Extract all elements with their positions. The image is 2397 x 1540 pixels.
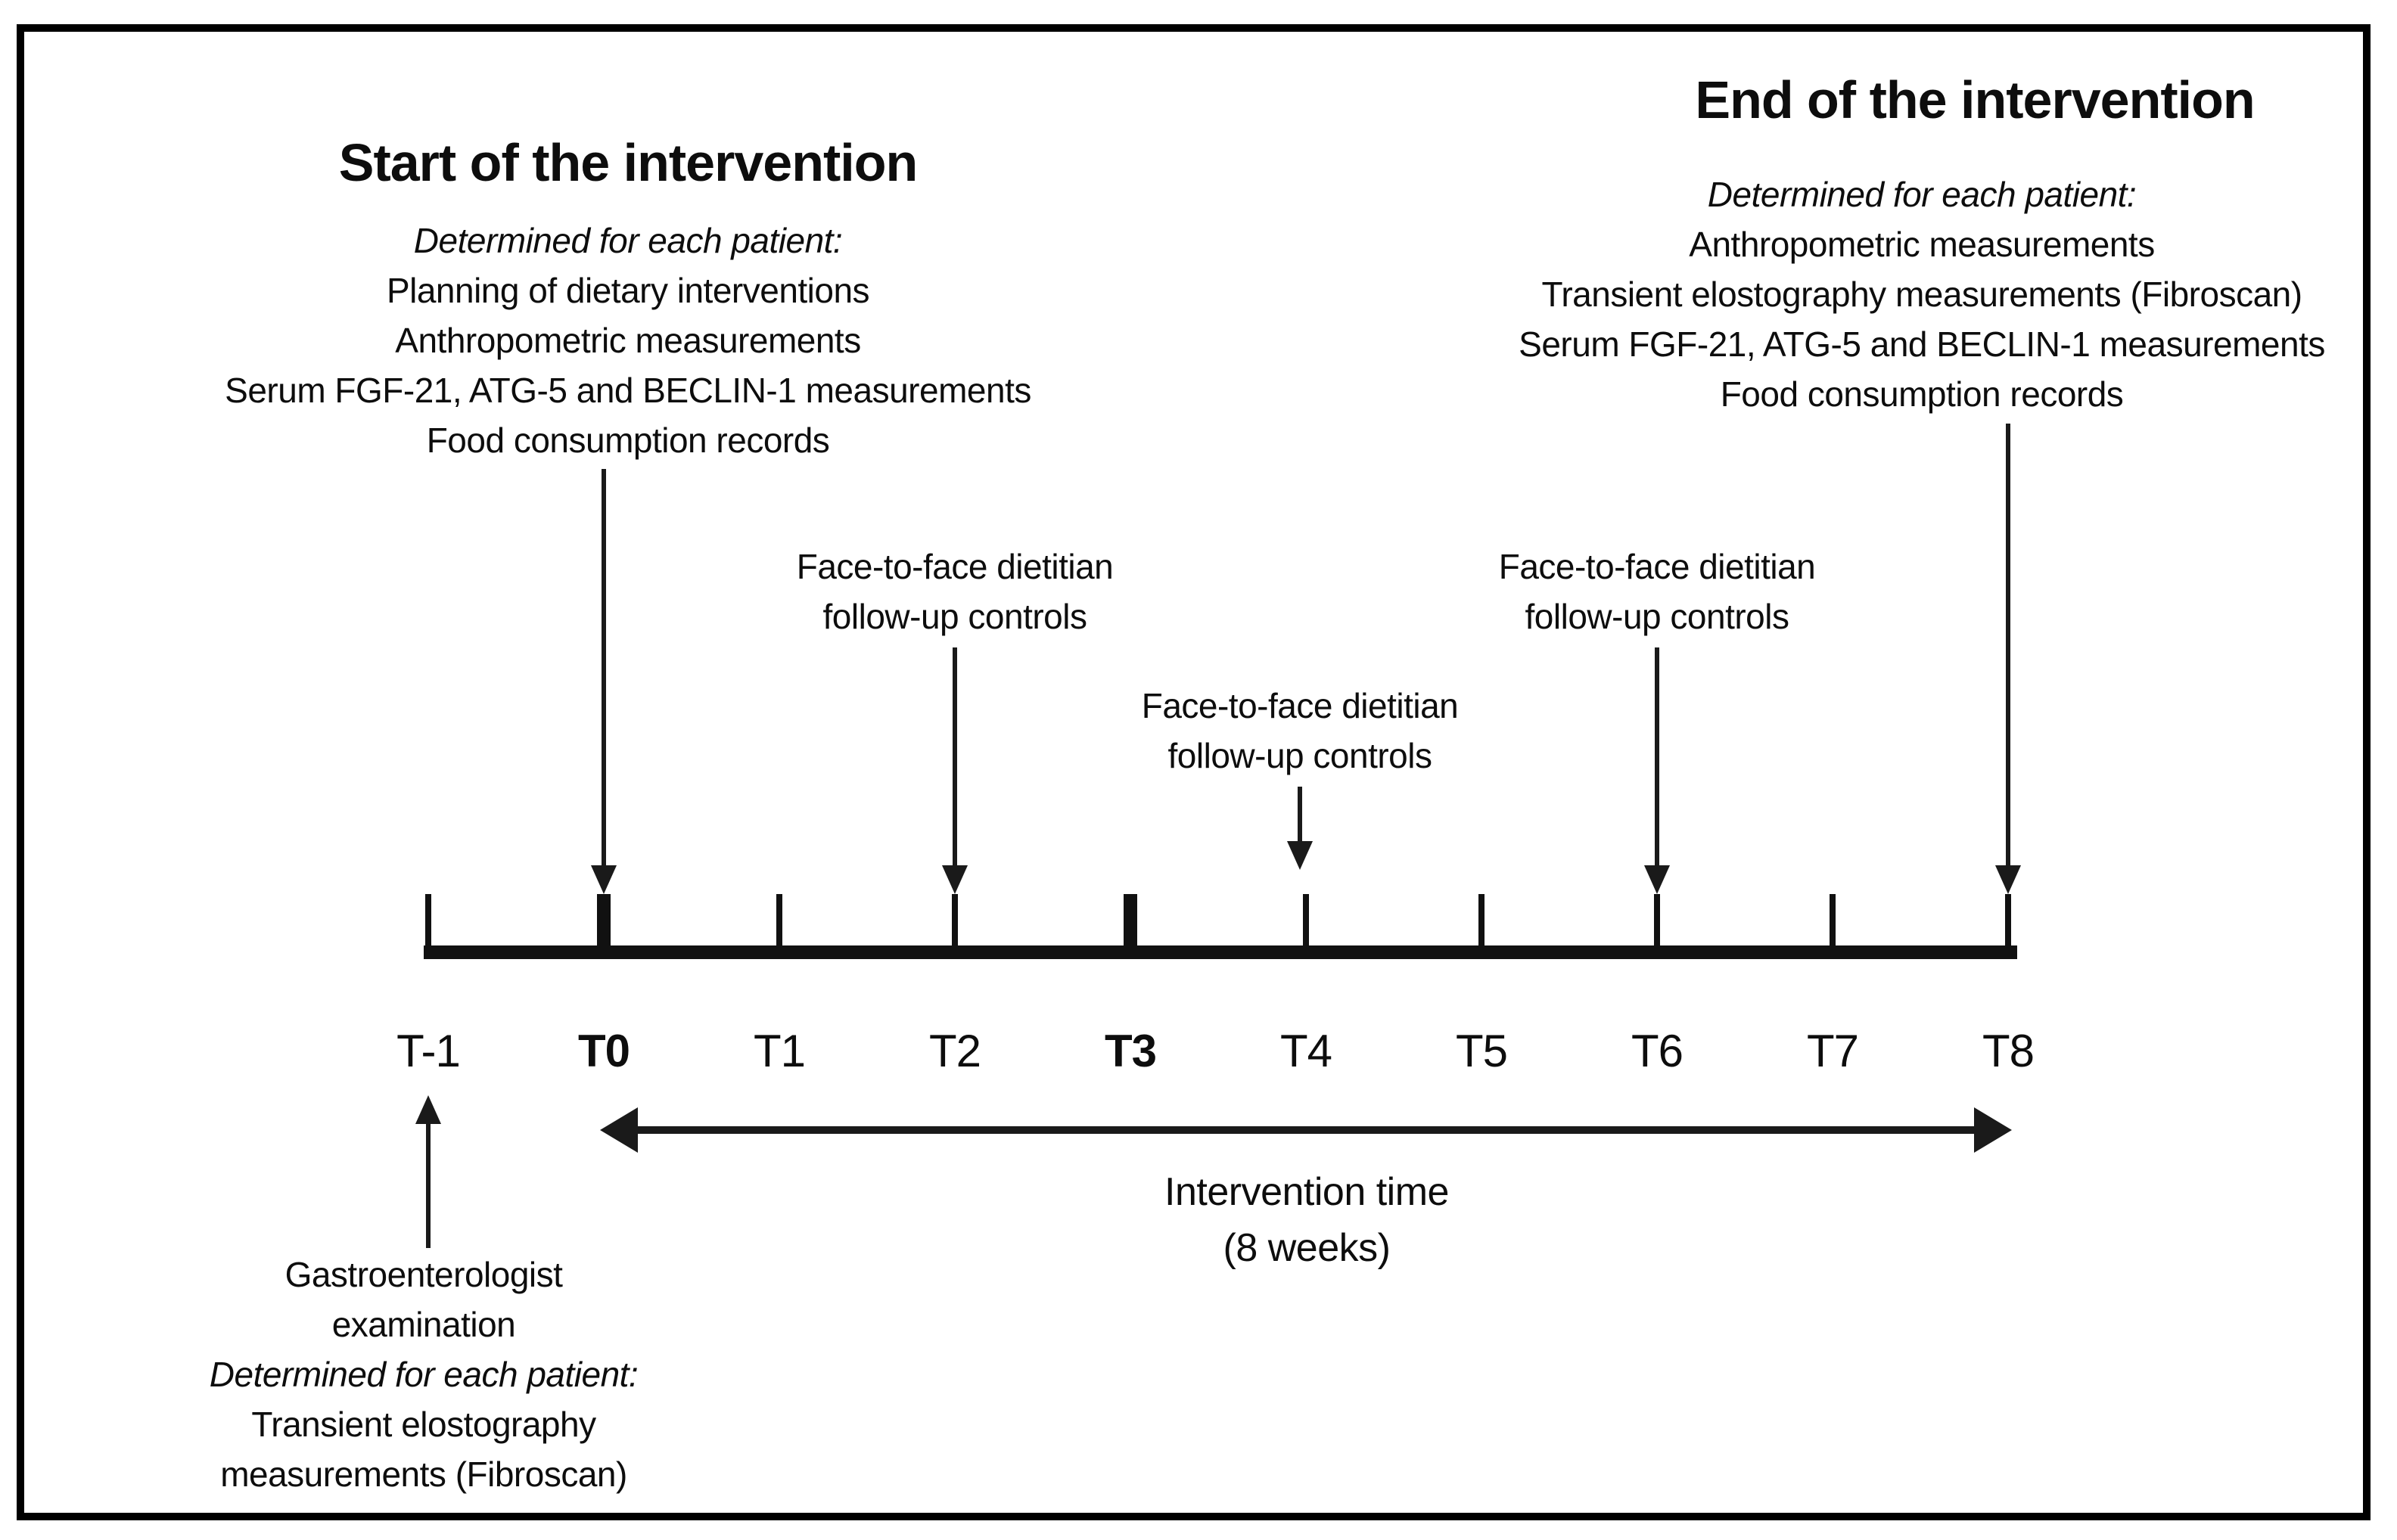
end-note: Determined for each patient: (1707, 175, 2137, 214)
followup-label-t6: Face-to-face dietitian follow-up control… (1498, 547, 1816, 636)
tick-t3 (1124, 894, 1137, 949)
tick-t5 (1478, 894, 1485, 949)
start-item: Anthropometric measurements (395, 321, 861, 360)
followup-label-t4: Face-to-face dietitian follow-up control… (1141, 686, 1459, 775)
start-intervention-list: Determined for each patient: Planning of… (98, 216, 1158, 465)
tick-t8 (2005, 894, 2011, 949)
label-t4: T4 (1279, 1026, 1332, 1076)
label-t1: T1 (753, 1026, 806, 1076)
end-item: Transient elostography measurements (Fib… (1541, 275, 2302, 314)
tick-t0 (597, 894, 611, 949)
label-t8: T8 (1982, 1026, 2035, 1076)
tick-t6 (1654, 894, 1660, 949)
intervention-span-arrow-icon (600, 1107, 2012, 1153)
tick-t4 (1303, 894, 1309, 949)
label-t-1: T-1 (396, 1026, 461, 1076)
label-t3: T3 (1104, 1026, 1157, 1076)
tick-t7 (1830, 894, 1836, 949)
start-item: Food consumption records (426, 421, 830, 460)
gastroenterologist-block: Gastroenterologist examination Determine… (121, 1250, 726, 1499)
tick-t2 (952, 894, 958, 949)
gastro-item: measurements (Fibroscan) (220, 1455, 627, 1494)
start-item: Serum FGF-21, ATG-5 and BECLIN-1 measure… (225, 371, 1031, 410)
start-note: Determined for each patient: (413, 221, 843, 260)
label-t7: T7 (1806, 1026, 1859, 1076)
end-intervention-heading: End of the intervention (1695, 70, 2255, 129)
end-intervention-list: Determined for each patient: Anthropomet… (1392, 169, 2397, 419)
end-item: Food consumption records (1720, 374, 2124, 414)
figure-border (17, 24, 2371, 1520)
start-item: Planning of dietary interventions (386, 271, 870, 310)
gastro-line2: examination (331, 1305, 516, 1344)
label-t2: T2 (928, 1026, 981, 1076)
tick-t1 (776, 894, 782, 949)
label-t6: T6 (1631, 1026, 1683, 1076)
gastro-item: Transient elostography (251, 1405, 596, 1444)
timeline-bar (424, 945, 2017, 959)
label-t5: T5 (1455, 1026, 1508, 1076)
followup-label-t2: Face-to-face dietitian follow-up control… (796, 547, 1114, 636)
intervention-weeks-label: (8 weeks) (1223, 1226, 1391, 1270)
gastro-line1: Gastroenterologist (284, 1255, 563, 1294)
gastro-note: Determined for each patient: (209, 1355, 639, 1394)
label-t0: T0 (577, 1026, 630, 1076)
start-intervention-heading: Start of the intervention (338, 133, 918, 192)
intervention-time-label: Intervention time (1164, 1170, 1449, 1214)
tick-t-1 (425, 894, 431, 949)
end-item: Serum FGF-21, ATG-5 and BECLIN-1 measure… (1519, 324, 2325, 364)
end-item: Anthropometric measurements (1689, 225, 2155, 264)
